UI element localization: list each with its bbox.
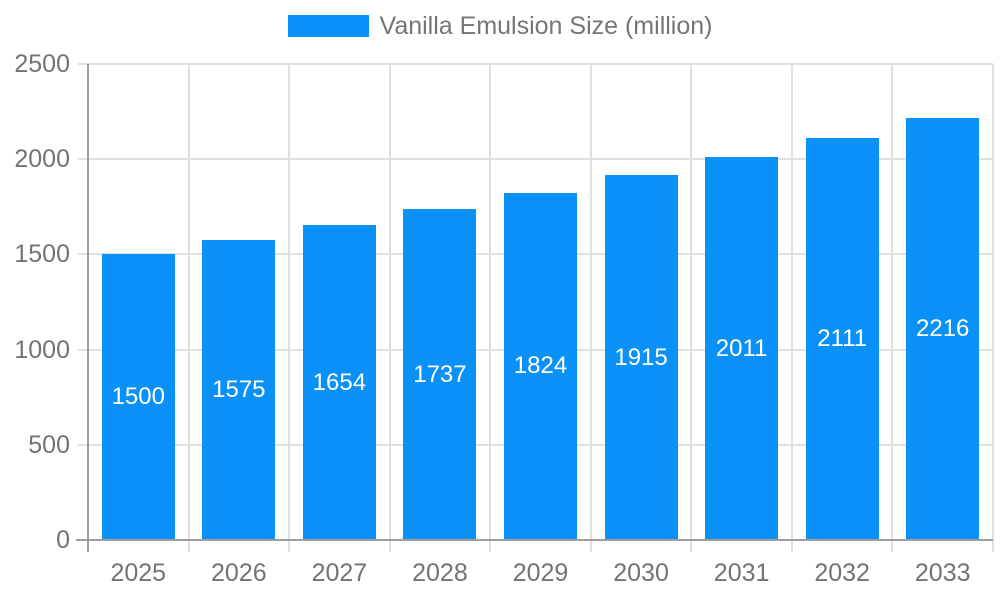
y-axis-tick	[78, 253, 88, 256]
legend-color-swatch	[287, 15, 369, 37]
legend[interactable]: Vanilla Emulsion Size (million)	[0, 7, 1000, 45]
bar-value-label: 1737	[413, 360, 467, 388]
x-axis-tick	[690, 540, 693, 552]
y-axis-tick-label: 0	[56, 526, 70, 554]
v-gridline	[187, 64, 190, 540]
y-axis-tick-label: 500	[28, 430, 70, 459]
bar[interactable]: 2111	[805, 138, 879, 540]
bar-value-label: 1500	[111, 383, 165, 411]
y-axis-tick-label: 2500	[14, 50, 70, 78]
x-axis-tick-label: 2031	[713, 559, 770, 587]
y-axis-tick	[78, 443, 88, 446]
v-gridline	[992, 64, 994, 540]
bar[interactable]: 1737	[403, 209, 477, 540]
bar-value-label: 1575	[212, 376, 266, 404]
bar[interactable]: 1500	[101, 254, 175, 540]
x-axis-tick	[489, 540, 492, 552]
x-axis-tick-label: 2032	[814, 559, 870, 587]
bar[interactable]: 1654	[302, 225, 376, 540]
x-axis-tick-label: 2025	[110, 559, 167, 587]
v-gridline	[489, 64, 492, 540]
bar-value-label: 2216	[916, 315, 970, 343]
x-axis-tick-label: 2033	[914, 559, 971, 587]
v-gridline	[388, 64, 391, 540]
bar[interactable]: 2216	[906, 118, 980, 540]
x-axis-tick-label: 2027	[311, 559, 368, 587]
x-axis-line	[76, 539, 993, 541]
y-axis-tick-label: 1500	[14, 240, 70, 269]
x-axis-tick-label: 2030	[613, 559, 669, 587]
x-axis-tick-label: 2029	[512, 559, 569, 587]
bar[interactable]: 1824	[504, 192, 577, 540]
v-gridline	[288, 64, 291, 540]
x-axis-tick	[187, 540, 190, 552]
bar[interactable]: 1915	[604, 175, 678, 540]
bar-value-label: 1824	[513, 352, 568, 380]
x-axis-tick	[388, 540, 391, 552]
v-gridline	[690, 64, 693, 540]
h-gridline	[88, 158, 993, 161]
v-gridline	[891, 64, 894, 540]
bar-value-label: 1654	[312, 368, 367, 396]
x-axis-tick	[891, 540, 894, 552]
bar[interactable]: 2011	[705, 157, 779, 540]
y-axis-tick	[78, 348, 88, 351]
bar-value-label: 1915	[614, 343, 668, 371]
y-axis-tick-label: 1000	[14, 335, 70, 364]
y-axis-tick	[78, 158, 88, 161]
y-axis-tick	[78, 63, 88, 65]
y-axis-tick-label: 2000	[14, 145, 70, 174]
x-axis-tick	[288, 540, 291, 552]
legend-label: Vanilla Emulsion Size (million)	[379, 11, 713, 40]
h-gridline	[88, 63, 993, 65]
y-axis-line	[87, 64, 89, 552]
x-axis-tick	[790, 540, 793, 552]
bar-value-label: 2111	[817, 325, 868, 353]
v-gridline	[589, 64, 592, 540]
v-gridline	[790, 64, 793, 540]
bar[interactable]: 1575	[202, 240, 276, 540]
x-axis-tick-label: 2026	[211, 559, 267, 587]
bar-value-label: 2011	[715, 334, 768, 362]
x-axis-tick	[589, 540, 592, 552]
x-axis-tick-label: 2028	[412, 559, 468, 587]
x-axis-tick	[992, 540, 994, 552]
